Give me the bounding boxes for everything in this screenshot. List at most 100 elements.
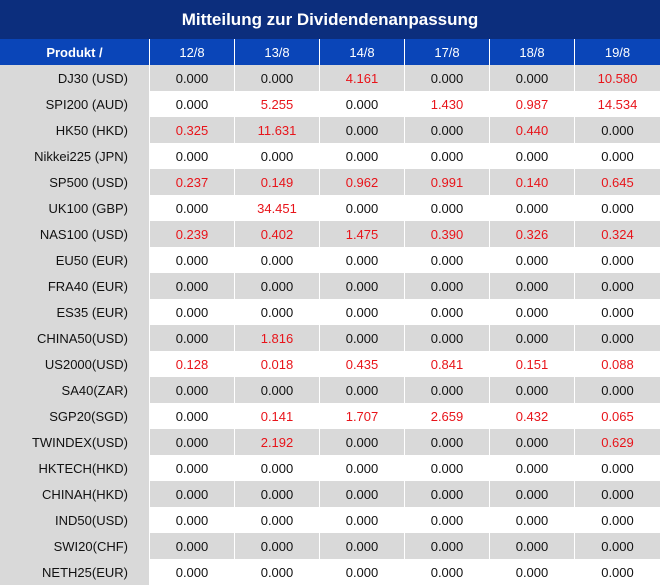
dividend-value: 0.000	[575, 377, 660, 403]
product-name: HKTECH(HKD)	[0, 455, 150, 481]
dividend-value: 0.000	[405, 377, 490, 403]
dividend-value: 0.000	[405, 299, 490, 325]
table-row: HKTECH(HKD) 0.000 0.000 0.000 0.000 0.000 0.00…	[0, 455, 660, 481]
dividend-value: 0.000	[575, 481, 660, 507]
dividend-value: 0.000	[490, 143, 575, 169]
table-row: ES35 (EUR) 0.000 0.000 0.000 0.000 0.000 0.000	[0, 299, 660, 325]
dividend-value: 0.000	[320, 533, 405, 559]
dividend-value: 0.000	[490, 507, 575, 533]
dividend-value: 0.000	[150, 429, 235, 455]
dividend-value: 0.000	[405, 325, 490, 351]
table-row: SGP20(SGD) 0.000 0.141 1.707 2.659 0.432 0.065	[0, 403, 660, 429]
dividend-value: 0.000	[150, 481, 235, 507]
dividend-value: 0.237	[150, 169, 235, 195]
column-header-date: 12/8	[150, 39, 235, 65]
table-row: UK100 (GBP) 0.000 34.451 0.000 0.000 0.000 0.0…	[0, 195, 660, 221]
table-row: SPI200 (AUD) 0.000 5.255 0.000 1.430 0.987 14.…	[0, 91, 660, 117]
product-name: Nikkei225 (JPN)	[0, 143, 150, 169]
product-name: FRA40 (EUR)	[0, 273, 150, 299]
product-name: US2000(USD)	[0, 351, 150, 377]
dividend-value: 0.000	[320, 481, 405, 507]
product-name: CHINAH(HKD)	[0, 481, 150, 507]
table-row: EU50 (EUR) 0.000 0.000 0.000 0.000 0.000 0.000	[0, 247, 660, 273]
table-row: NETH25(EUR) 0.000 0.000 0.000 0.000 0.000 0.00…	[0, 559, 660, 585]
dividend-value: 0.000	[405, 195, 490, 221]
dividend-value: 0.000	[320, 559, 405, 585]
dividend-value: 0.000	[405, 65, 490, 91]
dividend-value: 0.000	[405, 507, 490, 533]
dividend-value: 0.000	[405, 559, 490, 585]
table-row: US2000(USD) 0.128 0.018 0.435 0.841 0.151 0.08…	[0, 351, 660, 377]
dividend-value: 0.440	[490, 117, 575, 143]
dividend-value: 0.128	[150, 351, 235, 377]
column-header-date: 17/8	[405, 39, 490, 65]
dividend-value: 0.000	[405, 481, 490, 507]
dividend-value: 0.000	[320, 299, 405, 325]
dividend-value: 0.000	[320, 377, 405, 403]
dividend-value: 0.000	[490, 377, 575, 403]
dividend-value: 0.000	[150, 507, 235, 533]
column-header-date: 14/8	[320, 39, 405, 65]
dividend-value: 0.324	[575, 221, 660, 247]
dividend-value: 0.000	[405, 455, 490, 481]
table-row: SP500 (USD) 0.237 0.149 0.962 0.991 0.140 0.64…	[0, 169, 660, 195]
column-header-date: 13/8	[235, 39, 320, 65]
dividend-value: 0.000	[150, 65, 235, 91]
dividend-value: 1.430	[405, 91, 490, 117]
dividend-value: 0.000	[405, 429, 490, 455]
dividend-value: 0.987	[490, 91, 575, 117]
product-name: IND50(USD)	[0, 507, 150, 533]
dividend-value: 0.000	[235, 481, 320, 507]
dividend-value: 0.000	[320, 325, 405, 351]
dividend-value: 0.065	[575, 403, 660, 429]
dividend-value: 0.000	[150, 143, 235, 169]
dividend-value: 0.000	[320, 273, 405, 299]
dividend-value: 0.000	[235, 65, 320, 91]
dividend-value: 0.000	[235, 455, 320, 481]
dividend-value: 0.000	[320, 247, 405, 273]
dividend-value: 2.659	[405, 403, 490, 429]
product-name: EU50 (EUR)	[0, 247, 150, 273]
dividend-value: 0.000	[405, 533, 490, 559]
dividend-value: 0.000	[150, 273, 235, 299]
dividend-value: 0.991	[405, 169, 490, 195]
dividend-value: 0.000	[575, 507, 660, 533]
dividend-value: 0.000	[235, 143, 320, 169]
dividend-value: 0.000	[320, 143, 405, 169]
dividend-value: 0.000	[575, 195, 660, 221]
dividend-value: 0.000	[575, 325, 660, 351]
dividend-value: 1.816	[235, 325, 320, 351]
dividend-value: 0.239	[150, 221, 235, 247]
dividend-value: 10.580	[575, 65, 660, 91]
dividend-value: 0.000	[490, 65, 575, 91]
dividend-value: 0.000	[150, 195, 235, 221]
dividend-value: 0.000	[575, 299, 660, 325]
table-body: DJ30 (USD) 0.000 0.000 4.161 0.000 0.000 10.58…	[0, 65, 660, 585]
dividend-value: 0.000	[490, 299, 575, 325]
table-header: Produkt / 12/8 13/8 14/8 17/8 18/8 19/8	[0, 39, 660, 65]
dividend-value: 0.000	[320, 117, 405, 143]
dividend-value: 0.000	[235, 377, 320, 403]
product-name: SWI20(CHF)	[0, 533, 150, 559]
dividend-value: 0.000	[235, 507, 320, 533]
table-row: TWINDEX(USD) 0.000 2.192 0.000 0.000 0.000 0.6…	[0, 429, 660, 455]
dividend-value: 0.000	[490, 325, 575, 351]
dividend-value: 11.631	[235, 117, 320, 143]
product-name: DJ30 (USD)	[0, 65, 150, 91]
dividend-value: 0.088	[575, 351, 660, 377]
dividend-value: 0.000	[235, 533, 320, 559]
dividend-value: 0.000	[320, 455, 405, 481]
dividend-value: 0.000	[490, 247, 575, 273]
dividend-value: 0.000	[235, 559, 320, 585]
dividend-value: 0.000	[405, 143, 490, 169]
dividend-value: 0.000	[150, 247, 235, 273]
dividend-value: 14.534	[575, 91, 660, 117]
dividend-value: 1.707	[320, 403, 405, 429]
product-name: SP500 (USD)	[0, 169, 150, 195]
product-name: NAS100 (USD)	[0, 221, 150, 247]
product-name: SPI200 (AUD)	[0, 91, 150, 117]
dividend-value: 0.962	[320, 169, 405, 195]
dividend-value: 0.000	[575, 533, 660, 559]
dividend-value: 0.000	[405, 247, 490, 273]
dividend-value: 0.000	[575, 273, 660, 299]
